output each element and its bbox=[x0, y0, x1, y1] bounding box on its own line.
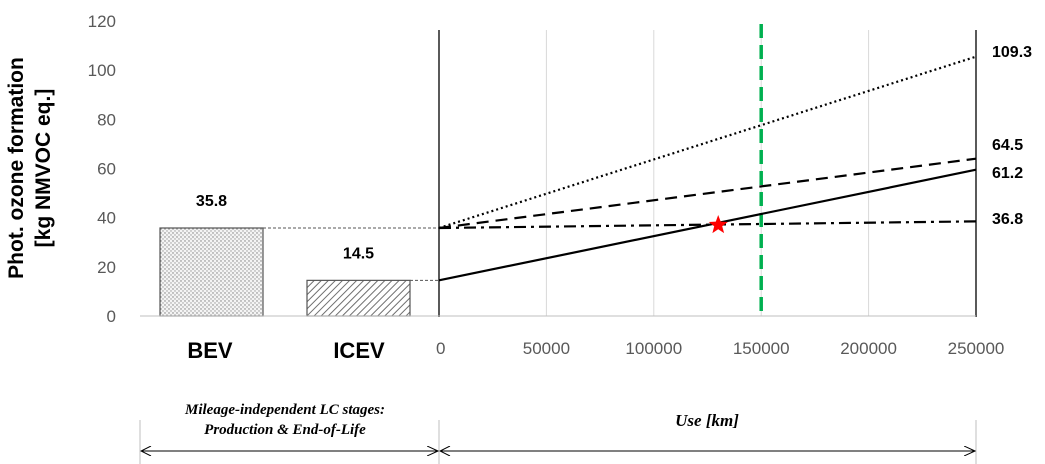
y-axis-label-line1: Phot. ozone formation bbox=[5, 57, 28, 279]
category-label-icev: ICEV bbox=[333, 338, 385, 363]
left-note-line1: Mileage-independent LC stages: bbox=[184, 402, 385, 418]
series-line-dotted bbox=[438, 55, 977, 230]
series-line-dash-dot bbox=[438, 220, 977, 230]
end-label-dashed: 64.5 bbox=[992, 137, 1023, 154]
category-label-bev: BEV bbox=[187, 338, 233, 363]
x-gridlines bbox=[545, 30, 870, 316]
x-tick-250000: 250000 bbox=[948, 339, 1005, 358]
bar-value-label-icev: 14.5 bbox=[343, 245, 374, 262]
x-tick-100000: 100000 bbox=[625, 339, 682, 358]
bar-value-label-bev: 35.8 bbox=[196, 193, 227, 210]
x-tick-0: 0 bbox=[436, 339, 445, 358]
x-tick-150000: 150000 bbox=[733, 339, 790, 358]
y-tick-60: 60 bbox=[97, 160, 116, 179]
y-tick-20: 20 bbox=[97, 258, 116, 277]
end-label-dash-dot: 36.8 bbox=[992, 211, 1023, 228]
bars: 35.8 14.5 bbox=[159, 193, 411, 317]
end-label-solid: 61.2 bbox=[992, 165, 1023, 182]
end-label-dotted: 109.3 bbox=[992, 44, 1032, 61]
bar-connectors bbox=[263, 227, 439, 281]
x-tick-50000: 50000 bbox=[523, 339, 570, 358]
y-ticks: 0 20 40 60 80 100 120 bbox=[88, 12, 116, 326]
bar-bev bbox=[159, 227, 264, 317]
series-line-dashed bbox=[438, 157, 977, 230]
right-note: Use [km] bbox=[675, 411, 739, 430]
x-ticks: 0 50000 100000 150000 200000 250000 bbox=[436, 339, 1004, 358]
star-marker bbox=[708, 215, 728, 234]
y-tick-0: 0 bbox=[107, 307, 116, 326]
y-tick-120: 120 bbox=[88, 12, 116, 31]
series-lines bbox=[438, 55, 977, 282]
y-tick-100: 100 bbox=[88, 61, 116, 80]
x-tick-200000: 200000 bbox=[840, 339, 897, 358]
bar-icev bbox=[306, 279, 411, 317]
left-note-line2: Production & End-of-Life bbox=[204, 422, 366, 438]
series-end-labels: 109.3 64.5 61.2 36.8 bbox=[992, 44, 1032, 228]
y-tick-40: 40 bbox=[97, 209, 116, 228]
y-tick-80: 80 bbox=[97, 110, 116, 129]
y-axis-label-line2: [kg NMVOC eq.] bbox=[32, 89, 55, 248]
